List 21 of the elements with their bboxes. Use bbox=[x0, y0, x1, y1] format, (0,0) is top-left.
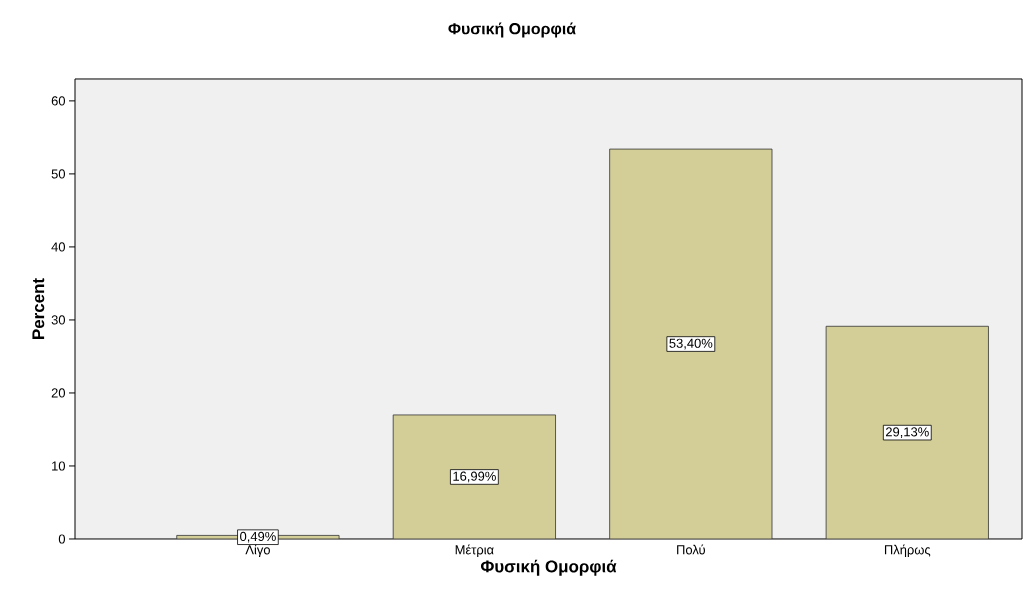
y-tick-label: 0 bbox=[58, 534, 66, 544]
x-tick-label: Πολύ bbox=[677, 544, 705, 555]
x-tick-label: Μέτρια bbox=[455, 544, 494, 557]
bar bbox=[392, 414, 556, 539]
data-label: 29,13% bbox=[885, 427, 929, 438]
x-axis-title: Φυσική Ομορφιά bbox=[480, 559, 617, 576]
chart-title: Φυσική Ομορφιά bbox=[448, 22, 576, 38]
y-tick-label: 20 bbox=[51, 388, 66, 398]
data-label: 0,49% bbox=[240, 531, 276, 543]
y-axis-title: Percent bbox=[32, 278, 45, 339]
y-tick-label: 10 bbox=[52, 461, 66, 471]
y-tick-label: 60 bbox=[51, 96, 66, 106]
data-label: 53,40% bbox=[669, 338, 713, 350]
bar bbox=[825, 325, 989, 539]
x-tick-label: Πλήρως bbox=[884, 544, 931, 557]
y-tick-label: 50 bbox=[51, 169, 66, 179]
y-tick-label: 30 bbox=[51, 315, 66, 325]
data-label: 16,99% bbox=[453, 471, 496, 483]
x-tick-label: Λίγο bbox=[245, 544, 270, 557]
bar bbox=[609, 149, 772, 539]
y-tick-label: 40 bbox=[51, 242, 66, 252]
